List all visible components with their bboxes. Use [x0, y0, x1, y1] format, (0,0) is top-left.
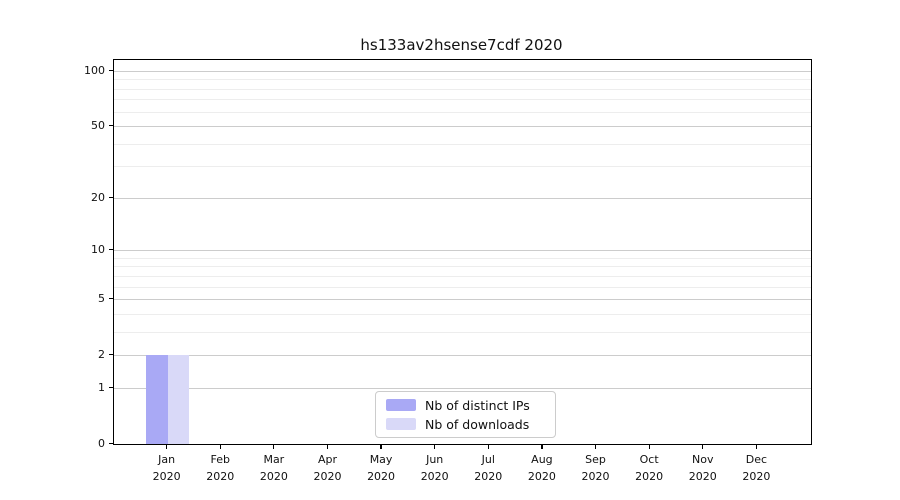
x-tick-mark [755, 444, 757, 449]
x-tick-year: 2020 [742, 470, 771, 483]
y-tick-label: 50 [91, 119, 105, 133]
y-tick-mark [108, 125, 113, 127]
y-gridline-minor [114, 257, 811, 259]
x-tick-label: Apr 2020 [299, 451, 355, 485]
y-gridline-minor [114, 286, 811, 288]
bar-downloads [167, 355, 190, 444]
y-gridline-minor [114, 275, 811, 277]
x-tick-year: 2020 [152, 470, 181, 483]
x-tick-month: May [369, 453, 393, 466]
x-tick-label: Jul 2020 [460, 451, 516, 485]
y-tick-label: 2 [98, 348, 105, 362]
x-tick-label: Jan 2020 [139, 451, 195, 485]
y-gridline-major [114, 70, 811, 72]
y-gridline-minor [114, 79, 811, 81]
x-tick-year: 2020 [527, 470, 556, 483]
plot-area [113, 59, 812, 445]
y-gridline-minor [114, 166, 811, 168]
x-tick-month: Apr [317, 453, 337, 466]
y-tick-label: 100 [84, 63, 105, 77]
y-gridline-minor [114, 99, 811, 101]
legend-swatch-downloads [386, 418, 416, 430]
legend-item-distinct-ips: Nb of distinct IPs [386, 398, 555, 413]
y-tick-mark [108, 298, 113, 300]
x-tick-month: Nov [692, 453, 714, 466]
y-tick-mark [108, 443, 113, 445]
x-tick-month: Oct [639, 453, 659, 466]
y-tick-label: 0 [98, 437, 105, 450]
legend-item-downloads: Nb of downloads [386, 417, 555, 432]
y-tick-mark [108, 69, 113, 72]
x-tick-month: Aug [531, 453, 553, 466]
x-tick-month: Mar [263, 453, 285, 466]
y-gridline-minor [114, 111, 811, 113]
y-gridline-major [114, 299, 811, 301]
legend-swatch-distinct-ips [386, 399, 416, 411]
x-tick-month: Dec [745, 453, 768, 466]
x-tick-mark [702, 444, 704, 449]
x-tick-year: 2020 [635, 470, 664, 483]
x-tick-mark [434, 444, 436, 449]
bar-distinct-ips [146, 355, 168, 444]
x-tick-year: 2020 [367, 470, 396, 483]
x-tick-year: 2020 [688, 470, 717, 483]
y-tick-label: 10 [91, 243, 105, 257]
y-gridline-major [114, 250, 811, 252]
legend-label-downloads: Nb of downloads [425, 416, 530, 432]
x-tick-label: May 2020 [353, 451, 409, 485]
x-tick-year: 2020 [313, 470, 342, 483]
x-tick-month: Jul [481, 453, 495, 466]
x-tick-mark [273, 444, 275, 449]
x-tick-mark [326, 444, 329, 449]
x-tick-label: Jun 2020 [407, 451, 463, 485]
y-gridline-major [114, 387, 811, 389]
legend-label-distinct-ips: Nb of distinct IPs [425, 397, 530, 413]
x-tick-year: 2020 [206, 470, 235, 483]
y-gridline-minor [114, 88, 811, 90]
y-tick-mark [108, 249, 113, 251]
x-tick-label: Feb 2020 [192, 451, 248, 485]
y-gridline-major [114, 355, 811, 357]
y-gridline-minor [114, 313, 811, 315]
x-tick-mark [166, 444, 168, 449]
x-tick-label: Sep 2020 [568, 451, 624, 485]
y-tick-mark [108, 196, 113, 199]
x-tick-label: Oct 2020 [621, 451, 677, 485]
x-tick-mark [648, 444, 650, 449]
x-tick-mark [594, 444, 597, 449]
y-tick-mark [108, 386, 113, 389]
chart-title: hs133av2hsense7cdf 2020 [360, 36, 563, 54]
y-gridline-minor [114, 266, 811, 268]
y-gridline-minor [114, 331, 811, 333]
x-tick-year: 2020 [420, 470, 449, 483]
x-tick-month: Jan [158, 453, 176, 466]
x-tick-mark [541, 444, 543, 449]
x-tick-label: Dec 2020 [728, 451, 784, 485]
y-tick-label: 20 [91, 190, 105, 204]
x-tick-mark [487, 444, 489, 449]
x-tick-month: Sep [585, 453, 606, 466]
x-tick-mark [219, 444, 221, 449]
x-tick-label: Aug 2020 [514, 451, 570, 485]
x-tick-year: 2020 [474, 470, 503, 483]
x-tick-month: Feb [210, 453, 230, 466]
y-gridline-major [114, 126, 811, 128]
x-tick-label: Mar 2020 [246, 451, 302, 485]
y-gridline-major [114, 197, 811, 199]
x-tick-year: 2020 [581, 470, 610, 483]
x-tick-year: 2020 [259, 470, 288, 483]
y-tick-label: 5 [98, 292, 105, 306]
y-tick-mark [108, 354, 113, 356]
x-tick-month: Jun [426, 453, 444, 466]
legend: Nb of distinct IPs Nb of downloads [375, 391, 556, 438]
y-tick-label: 1 [98, 380, 105, 394]
y-gridline-minor [114, 143, 811, 145]
x-tick-mark [380, 444, 382, 449]
x-tick-label: Nov 2020 [675, 451, 731, 485]
